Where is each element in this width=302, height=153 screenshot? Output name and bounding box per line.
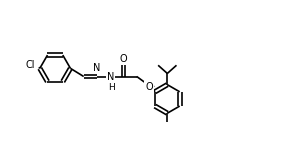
Text: H: H <box>108 83 114 92</box>
Text: O: O <box>120 54 127 64</box>
Text: O: O <box>145 82 153 92</box>
Text: N: N <box>107 71 114 82</box>
Text: N: N <box>93 63 101 73</box>
Text: Cl: Cl <box>25 60 35 70</box>
